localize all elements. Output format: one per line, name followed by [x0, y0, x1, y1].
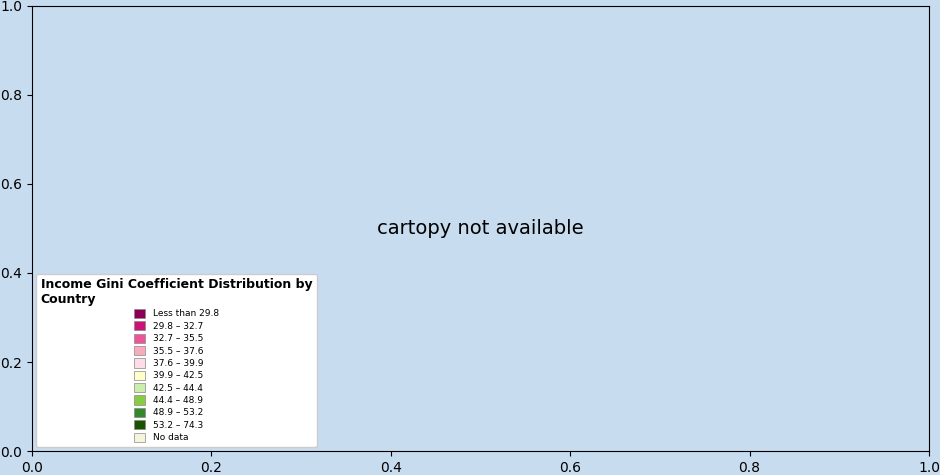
Legend: Less than 29.8, 29.8 – 32.7, 32.7 – 35.5, 35.5 – 37.6, 37.6 – 39.9, 39.9 – 42.5,: Less than 29.8, 29.8 – 32.7, 32.7 – 35.5…: [37, 274, 317, 447]
Text: cartopy not available: cartopy not available: [377, 219, 584, 238]
